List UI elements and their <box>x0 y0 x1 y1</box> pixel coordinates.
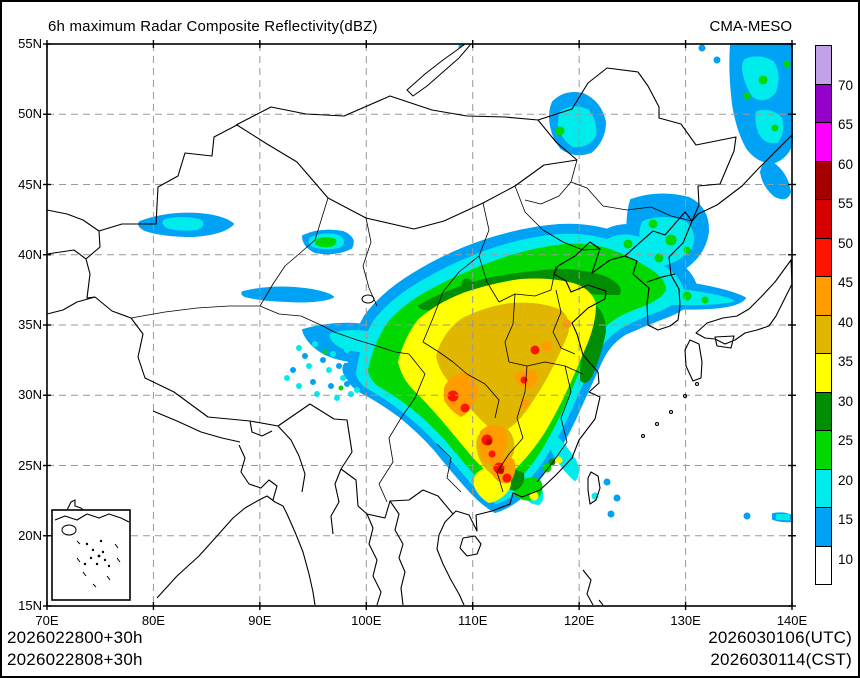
footer-valid-utc: 2026030106(UTC) <box>708 628 852 647</box>
colorbar-swatch <box>815 199 832 239</box>
colorbar-tick-label: 65 <box>838 117 854 132</box>
colorbar-tick-label: 25 <box>838 433 854 448</box>
colorbar-swatch <box>815 122 832 162</box>
lon-tick-label: 130E <box>670 613 701 628</box>
colorbar-swatch <box>815 160 832 200</box>
footer-init-cst: 2026022808+30h <box>7 650 143 669</box>
colorbar-tick-label: 50 <box>838 235 854 251</box>
lat-tick-label: 55N <box>18 36 42 51</box>
map-plot <box>43 40 796 610</box>
lon-tick-label: 100E <box>351 613 382 628</box>
model-label: CMA-MESO <box>709 18 793 35</box>
lat-tick-label: 45N <box>18 176 42 192</box>
colorbar-swatch <box>815 545 832 585</box>
colorbar: 70 65 60 55 50 45 40 35 30 25 20 15 10 <box>815 45 858 585</box>
colorbar-swatch <box>815 507 832 547</box>
lat-tick-label: 50N <box>18 106 42 122</box>
lon-tick-label: 110E <box>458 613 488 628</box>
colorbar-tick-label: 40 <box>838 314 854 330</box>
lat-tick-label: 35N <box>18 317 42 332</box>
colorbar-tick-label: 70 <box>838 77 854 93</box>
lat-tick-label: 25N <box>18 457 42 473</box>
map-canvas <box>43 40 796 610</box>
lon-tick-label: 120E <box>563 613 595 628</box>
inset-map <box>51 509 131 601</box>
tick-marks <box>43 40 796 610</box>
colorbar-swatch <box>815 276 832 316</box>
lat-tick-label: 40N <box>18 246 42 262</box>
province-borders <box>130 159 693 503</box>
colorbar-swatch <box>815 430 832 470</box>
colorbar-swatch <box>815 314 832 354</box>
colorbar-tick-label: 35 <box>838 354 854 369</box>
colorbar-tick-label: 55 <box>838 196 854 211</box>
grid-lines <box>47 44 792 606</box>
colorbar-tick-label: 45 <box>838 275 854 290</box>
colorbar-swatch <box>815 237 832 277</box>
lat-tick-label: 15N <box>18 598 42 613</box>
echo-50dbz <box>486 439 504 474</box>
colorbar-swatch <box>815 45 832 85</box>
colorbar-swatch <box>815 468 832 508</box>
lon-tick-label: 70E <box>35 613 59 628</box>
lon-tick-label: 90E <box>248 613 272 628</box>
colorbar-tick-label: 60 <box>838 156 854 172</box>
page-title: 6h maximum Radar Composite Reflectivity(… <box>48 18 378 35</box>
colorbar-tick-label: 30 <box>838 393 854 409</box>
lat-tick-label: 30N <box>18 387 42 403</box>
lat-tick-label: 20N <box>18 527 42 543</box>
colorbar-tick-label: 10 <box>838 551 854 567</box>
national-borders <box>46 43 793 606</box>
colorbar-tick-label: 20 <box>838 472 854 488</box>
colorbar-tick-label: 15 <box>838 512 854 527</box>
lon-tick-label: 140E <box>776 613 808 628</box>
colorbar-swatch <box>815 353 832 393</box>
lon-tick-label: 80E <box>141 613 165 628</box>
colorbar-swatch <box>815 83 832 123</box>
colorbar-swatch <box>815 391 832 431</box>
footer-valid-cst: 2026030114(CST) <box>710 650 852 669</box>
footer-init-utc: 2026022800+30h <box>7 628 143 647</box>
